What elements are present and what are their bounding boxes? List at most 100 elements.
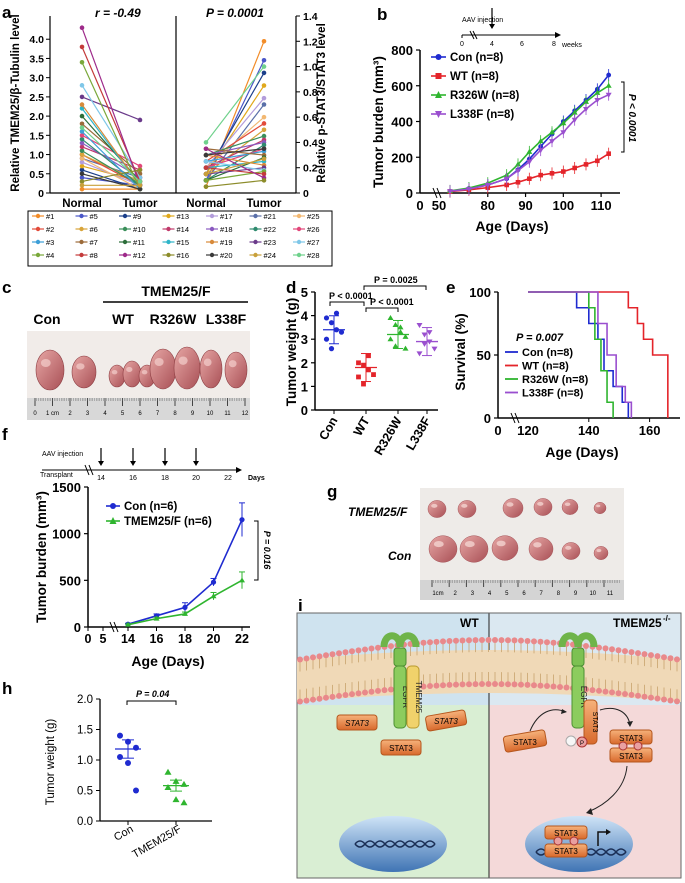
b-point <box>484 182 491 188</box>
ko-stat3-bound: STAT3 <box>591 712 598 733</box>
panel-letter-b: b <box>377 5 387 24</box>
wt-stat3-2: STAT3 <box>389 744 413 753</box>
i-lipid-head <box>622 691 628 698</box>
f-ytick-label: 1000 <box>52 527 81 542</box>
h-point <box>180 799 188 806</box>
a-right-point <box>261 146 267 152</box>
g-ruler-label: 9 <box>574 591 578 597</box>
g-tumor-highlight <box>461 503 468 508</box>
panel-letter-h: h <box>2 679 12 698</box>
b-ytick-label: 600 <box>391 79 413 94</box>
a-legend-marker <box>209 239 215 245</box>
a-right-point <box>203 184 209 189</box>
i-lipid-head <box>453 637 459 644</box>
ko-nuc-stat3-top: STAT3 <box>554 829 578 838</box>
f-legend-label: TMEM25/F (n=6) <box>124 516 212 528</box>
i-lipid-head <box>674 698 680 705</box>
b-point <box>537 148 544 154</box>
d-xtick-label: Con <box>316 415 340 443</box>
a-right-point <box>203 146 209 152</box>
f-sch-unit: Days <box>248 475 265 482</box>
d-point <box>387 314 394 320</box>
d-point <box>387 336 394 342</box>
c-ruler-label: 7 <box>156 411 160 417</box>
d-point <box>371 372 376 377</box>
a-legend-label: #12 <box>133 251 146 260</box>
a-right-point <box>261 102 267 107</box>
d-point <box>338 329 345 335</box>
b-ytick-label: 400 <box>391 115 413 130</box>
c-ruler-label: 1 cm <box>46 411 59 417</box>
e-xtick-label: 0 <box>494 423 501 438</box>
g-ruler-label: 8 <box>557 591 561 597</box>
c-tumor-highlight <box>40 359 51 367</box>
i-lipid-head <box>498 637 505 644</box>
i-lipid-head <box>492 637 498 644</box>
g-tumor-highlight <box>564 502 571 506</box>
g-tumor-highlight <box>537 501 544 506</box>
a-legend-marker <box>79 252 84 258</box>
ko-nuc-stat3-bottom: STAT3 <box>554 847 578 856</box>
b-axis-break <box>436 187 442 199</box>
i-lipid-head <box>459 637 466 644</box>
g-tumor <box>561 542 581 560</box>
a-ytick-right: 1.2 <box>303 36 318 48</box>
a-legend-marker <box>253 239 258 245</box>
a-legend-label: #26 <box>307 225 320 234</box>
a-legend-marker <box>35 252 41 258</box>
f-legend-label: Con (n=6) <box>124 501 178 513</box>
a-legend-marker <box>79 239 84 245</box>
a-legend-marker <box>166 226 171 232</box>
i-lipid-head <box>511 637 518 644</box>
c-tumor <box>199 349 223 389</box>
i-lipid-head <box>362 689 368 696</box>
f-point <box>153 615 160 621</box>
b-point <box>549 129 555 135</box>
a-left-point <box>79 186 85 192</box>
b-point <box>605 82 612 88</box>
g-tumor <box>459 535 489 563</box>
i-lipid-head <box>310 696 316 703</box>
h-pvalue: P = 0.04 <box>136 689 169 699</box>
i-ko-label: TMEM25 <box>613 616 662 630</box>
i-lipid-head <box>446 681 453 688</box>
b-legend-label: Con (n=8) <box>450 52 504 64</box>
i-lipid-head <box>349 648 355 655</box>
g-tumor <box>502 498 524 518</box>
h-point <box>117 732 123 739</box>
d-point <box>323 336 330 342</box>
a-ytick-left: 2.0 <box>29 111 44 123</box>
a-legend-marker <box>296 226 302 232</box>
i-lipid-head <box>628 649 635 656</box>
a-left-point <box>79 148 85 154</box>
a-legend-label: #15 <box>177 238 190 247</box>
g-ruler-label: 6 <box>522 591 526 597</box>
i-lipid-head <box>537 682 544 689</box>
b-legend-label: L338F (n=8) <box>450 109 514 121</box>
ko-egfr-receptor: EGFR STAT3 P <box>558 632 598 748</box>
c-ruler-label: 10 <box>207 411 214 417</box>
i-lipid-head <box>440 682 446 689</box>
d-ytick-label: 4 <box>301 309 309 324</box>
panel-letter-g: g <box>327 482 337 501</box>
b-point <box>605 92 612 98</box>
a-left-point <box>79 94 85 100</box>
f-sch-20: 20 <box>192 475 200 482</box>
a-legend-label: #13 <box>177 212 190 221</box>
b-point <box>583 106 589 112</box>
i-lipid-head <box>648 652 654 659</box>
d-point <box>366 353 371 359</box>
a-left-point <box>79 179 85 184</box>
f-arrowhead <box>130 461 136 466</box>
d-point <box>356 374 361 380</box>
e-ylabel: Survival (%) <box>453 313 468 390</box>
b-point <box>571 117 578 123</box>
a-ytick-right: 0.6 <box>303 112 318 124</box>
b-point <box>594 89 601 95</box>
c-ruler-label: 11 <box>224 411 231 417</box>
b-point <box>549 139 555 145</box>
i-lipid-head <box>511 681 518 688</box>
i-lipid-head <box>654 695 661 702</box>
b-point <box>583 162 589 167</box>
ko-dimer-top: STAT3 <box>619 734 643 743</box>
